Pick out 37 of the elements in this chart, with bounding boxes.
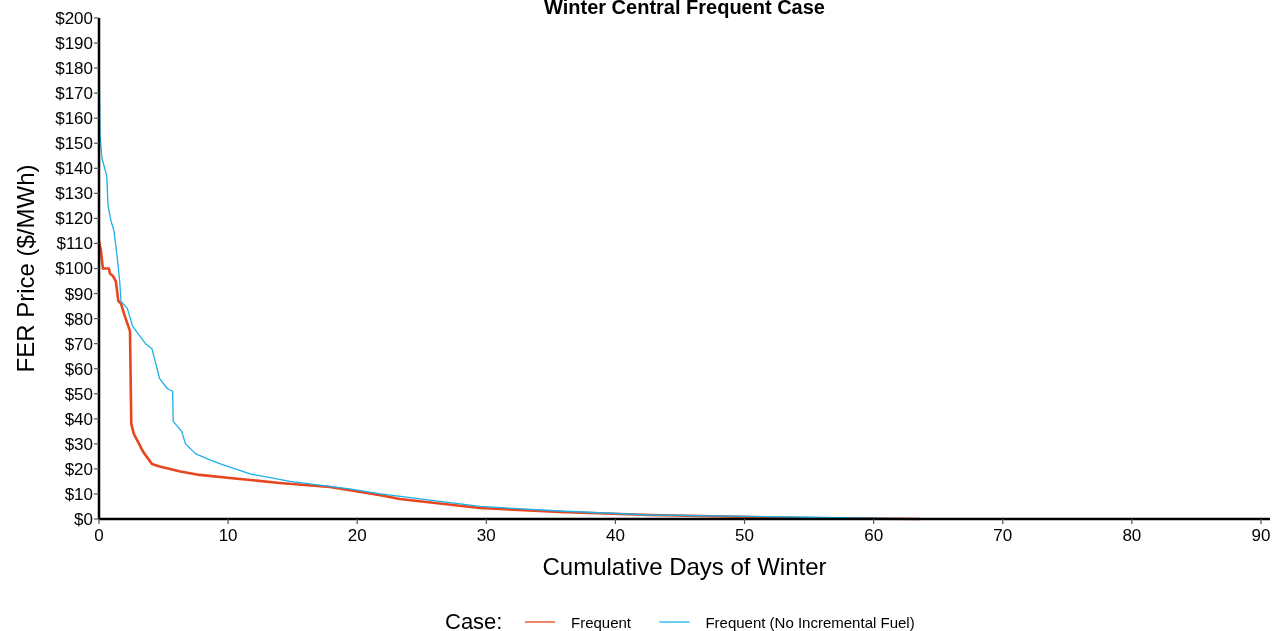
- x-tick-label: 90: [1251, 526, 1271, 545]
- x-tick-label: 70: [993, 526, 1013, 545]
- x-tick-label: 30: [476, 526, 496, 545]
- y-tick-label: $0: [74, 509, 93, 529]
- y-tick-label: $130: [55, 184, 93, 204]
- y-tick-label: $30: [64, 434, 93, 454]
- y-tick-label: $170: [55, 84, 93, 104]
- y-axis-title: FER Price ($/MWh): [12, 164, 39, 373]
- y-tick-label: $20: [64, 459, 93, 479]
- y-tick-label: $50: [64, 384, 93, 404]
- y-tick-label: $200: [55, 8, 93, 28]
- y-tick-label: $120: [55, 209, 93, 229]
- x-tick-label: 20: [347, 526, 367, 545]
- y-tick-label: $60: [64, 359, 93, 379]
- x-tick-label: 80: [1122, 526, 1142, 545]
- y-tick-label: $140: [55, 159, 93, 179]
- y-tick-label: $160: [55, 109, 93, 129]
- legend-label: Frequent: [571, 614, 632, 631]
- x-tick-label: 0: [94, 526, 104, 545]
- y-tick-label: $150: [55, 134, 93, 154]
- y-tick-label: $110: [56, 234, 93, 254]
- x-tick-label: 40: [605, 526, 625, 545]
- x-tick-label: 60: [864, 526, 884, 545]
- y-tick-label: $70: [64, 334, 93, 354]
- x-axis-title: Cumulative Days of Winter: [542, 553, 827, 580]
- y-tick-label: $100: [55, 259, 93, 279]
- y-tick-label: $10: [64, 484, 93, 504]
- y-tick-label: $180: [55, 59, 93, 79]
- x-tick-label: 10: [218, 526, 238, 545]
- chart-title: Winter Central Frequent Case: [544, 0, 825, 18]
- y-tick-label: $190: [55, 34, 93, 53]
- y-tick-label: $90: [64, 284, 93, 304]
- legend-label: Frequent (No Incremental Fuel): [705, 614, 915, 631]
- y-tick-label: $40: [64, 409, 93, 429]
- y-tick-label: $80: [64, 309, 93, 329]
- legend-title: Case:: [445, 609, 503, 631]
- x-tick-label: 50: [735, 526, 754, 545]
